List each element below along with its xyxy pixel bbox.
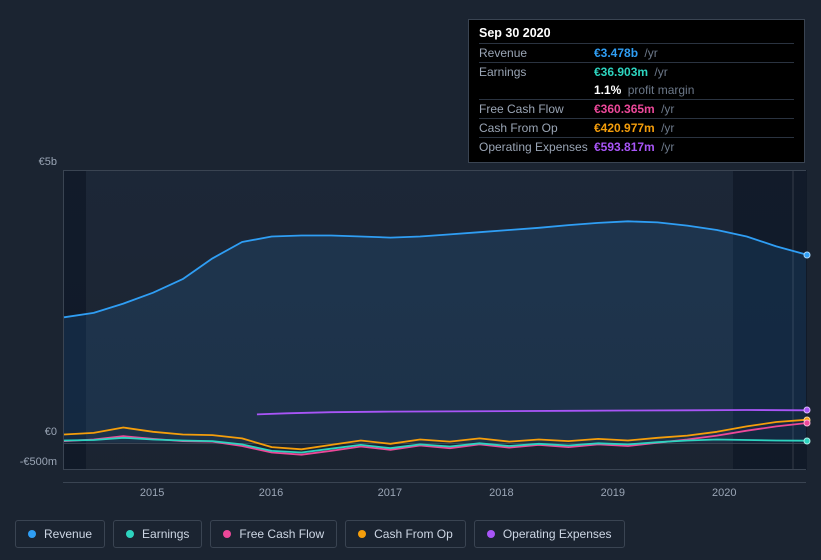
legend-item[interactable]: Revenue <box>15 520 105 548</box>
legend-dot-icon <box>126 530 134 538</box>
tooltip-row: Free Cash Flow€360.365m /yr <box>479 99 794 118</box>
x-axis-tick: 2015 <box>140 487 164 499</box>
tooltip-date: Sep 30 2020 <box>479 26 794 43</box>
tooltip-row-value: €36.903m /yr <box>594 65 668 79</box>
series-end-dot <box>804 251 811 258</box>
tooltip-row: Operating Expenses€593.817m /yr <box>479 137 794 156</box>
legend-dot-icon <box>487 530 495 538</box>
series-end-dot <box>804 420 811 427</box>
y-axis-zero: €0 <box>15 426 57 438</box>
x-axis-tick: 2020 <box>712 487 736 499</box>
legend-label: Free Cash Flow <box>239 527 324 541</box>
tooltip-row: Earnings€36.903m /yr <box>479 62 794 81</box>
legend-label: Operating Expenses <box>503 527 612 541</box>
tooltip-row-value: €360.365m /yr <box>594 102 674 116</box>
tooltip-row: Revenue€3.478b /yr <box>479 43 794 62</box>
tooltip-row-label: Revenue <box>479 46 594 60</box>
legend-dot-icon <box>223 530 231 538</box>
legend-item[interactable]: Earnings <box>113 520 202 548</box>
tooltip-row-label <box>479 83 594 97</box>
x-axis-tick: 2019 <box>601 487 625 499</box>
legend-dot-icon <box>358 530 366 538</box>
x-axis-tick: 2018 <box>489 487 513 499</box>
legend-item[interactable]: Operating Expenses <box>474 520 625 548</box>
x-axis: 2015 2016 2017 2018 2019 2020 <box>63 482 806 502</box>
legend-item[interactable]: Cash From Op <box>345 520 466 548</box>
tooltip-row: Cash From Op€420.977m /yr <box>479 118 794 137</box>
financials-chart[interactable]: €5b €0 -€500m 201520162017201820192020 <box>15 150 806 480</box>
tooltip-row-value: 1.1% profit margin <box>594 83 694 97</box>
chart-legend: Revenue Earnings Free Cash Flow Cash From O… <box>15 520 625 548</box>
tooltip-row-value: €420.977m /yr <box>594 121 674 135</box>
tooltip-row-value: €3.478b /yr <box>594 46 658 60</box>
legend-label: Cash From Op <box>374 527 453 541</box>
x-axis-tick: 2017 <box>378 487 402 499</box>
tooltip-row-value: €593.817m /yr <box>594 140 674 154</box>
tooltip-row-label: Free Cash Flow <box>479 102 594 116</box>
legend-label: Earnings <box>142 527 189 541</box>
series-end-dot <box>804 437 811 444</box>
y-axis-max: €5b <box>15 156 57 168</box>
chart-tooltip: Sep 30 2020 Revenue€3.478b /yrEarnings€3… <box>468 19 805 163</box>
legend-label: Revenue <box>44 527 92 541</box>
tooltip-row-label: Earnings <box>479 65 594 79</box>
x-axis-tick: 2016 <box>259 487 283 499</box>
series-end-dot <box>804 407 811 414</box>
tooltip-row: 1.1% profit margin <box>479 81 794 99</box>
legend-item[interactable]: Free Cash Flow <box>210 520 337 548</box>
chart-plot[interactable] <box>63 170 806 470</box>
legend-dot-icon <box>28 530 36 538</box>
tooltip-row-label: Cash From Op <box>479 121 594 135</box>
tooltip-row-label: Operating Expenses <box>479 140 594 154</box>
y-axis-min: -€500m <box>15 456 57 468</box>
